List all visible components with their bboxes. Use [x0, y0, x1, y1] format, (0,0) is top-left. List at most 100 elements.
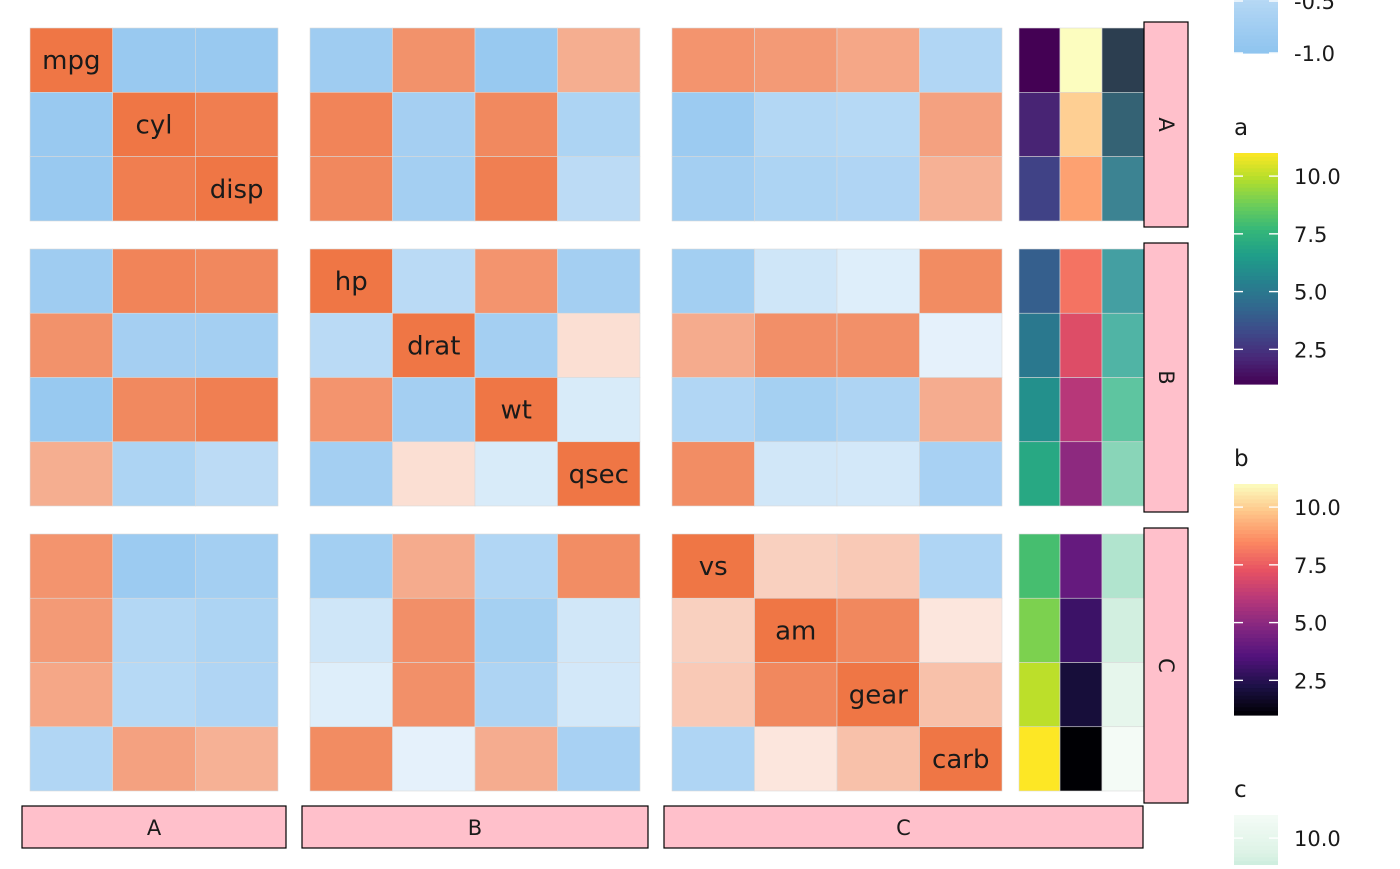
heatmap-cell	[754, 662, 838, 728]
heatmap-cell	[29, 726, 113, 792]
legend-correlation-colorbar	[1234, 39, 1278, 44]
legend-a-colorbar	[1234, 295, 1278, 300]
legend-a-colorbar	[1234, 183, 1278, 189]
legend-a-title: a	[1234, 115, 1248, 141]
column-strip	[301, 805, 649, 849]
legend-correlation-colorbar	[1234, 42, 1278, 47]
heatmap-cell	[671, 533, 755, 599]
heatmap-cell	[29, 92, 113, 157]
legend-b-colorbar	[1234, 545, 1278, 551]
legend-b-colorbar	[1234, 649, 1278, 654]
legend-a-colorbar	[1234, 153, 1278, 158]
heatmap-cell	[392, 726, 476, 792]
heatmap-cell	[392, 597, 476, 663]
legend-correlation-colorbar	[1234, 35, 1278, 40]
heatmap-cell	[919, 662, 1003, 728]
heatmap-cell	[836, 597, 920, 663]
heatmap-cell	[836, 156, 920, 222]
annotation-cell-c	[1101, 726, 1145, 792]
column-strip-label: B	[468, 816, 482, 840]
heatmap-cell	[557, 92, 641, 157]
heatmap-cell	[29, 248, 113, 314]
legend-correlation-colorbar	[1234, 21, 1278, 26]
legend-b-colorbar	[1234, 703, 1278, 708]
legend-a-colorbar	[1234, 206, 1278, 212]
legend-b-colorbar	[1234, 568, 1278, 574]
heatmap-cell	[557, 662, 641, 728]
heatmap-cell	[309, 597, 393, 663]
legend-b-tick-label: 10.0	[1294, 496, 1341, 520]
heatmap-cell	[754, 441, 838, 507]
heatmap-cell	[195, 726, 279, 792]
heatmap-cell	[112, 92, 196, 157]
heatmap-cell	[29, 27, 113, 93]
legend-correlation-colorbar	[1234, 32, 1278, 37]
heatmap-cell	[671, 377, 755, 443]
diagonal-label: qsec	[569, 460, 629, 490]
legend-correlation-colorbar	[1234, 25, 1278, 30]
legend-c-colorbar	[1234, 830, 1278, 835]
heatmap-cell	[836, 92, 920, 157]
diagonal-label: wt	[501, 396, 532, 426]
legend-a-colorbar	[1234, 283, 1278, 289]
annotation-cell-a	[1018, 533, 1061, 599]
legend-c-colorbar	[1234, 834, 1278, 839]
legend-correlation-colorbar	[1234, 4, 1278, 9]
annotation-cell-c	[1101, 27, 1145, 93]
legend-b-colorbar	[1234, 691, 1278, 697]
heatmap-cell	[474, 156, 558, 222]
heatmap-cell	[754, 156, 838, 222]
heatmap-cell	[29, 312, 113, 378]
legend-b-colorbar	[1234, 572, 1278, 577]
heatmap-cell	[557, 248, 641, 314]
column-strip	[21, 805, 287, 849]
heatmap-cell	[112, 27, 196, 93]
legend-c-colorbar	[1234, 838, 1278, 843]
legend-b-colorbar	[1234, 626, 1278, 631]
legend-a-colorbar	[1234, 179, 1278, 185]
legend-b-tick-label: 5.0	[1294, 612, 1327, 636]
legend-b-colorbar	[1234, 514, 1278, 520]
legend-a-colorbar	[1234, 245, 1278, 250]
heatmap-cell	[671, 248, 755, 314]
heatmap-cell	[836, 726, 920, 792]
legend-correlation-colorbar	[1234, 11, 1278, 16]
diagonal-label: disp	[210, 175, 264, 205]
heatmap-cell	[919, 597, 1003, 663]
annotation-cell-a	[1018, 597, 1061, 663]
heatmap-cell	[557, 27, 641, 93]
legend-b-colorbar	[1234, 507, 1278, 512]
legend-b-tick-label: 7.5	[1294, 554, 1327, 578]
legend-a-colorbar	[1234, 260, 1278, 266]
heatmap-cell	[474, 533, 558, 599]
legend-b-colorbar	[1234, 503, 1278, 508]
legend-b-colorbar	[1234, 688, 1278, 693]
legend-a-tick-label: 2.5	[1294, 338, 1327, 362]
heatmap-cell	[754, 533, 838, 599]
heatmap-cell	[195, 597, 279, 663]
heatmap-cell	[392, 156, 476, 222]
legend-c-tick-label: 10.0	[1294, 827, 1341, 851]
heatmap-cell	[474, 248, 558, 314]
legend-a-colorbar	[1234, 314, 1278, 320]
legend-b-tick-label: 2.5	[1294, 669, 1327, 693]
legend-a-colorbar	[1234, 187, 1278, 193]
heatmap-cell	[754, 92, 838, 157]
column-strip-label: A	[147, 816, 162, 840]
heatmap-cell	[195, 533, 279, 599]
annotation-cell-a	[1018, 377, 1061, 443]
legend-a-colorbar	[1234, 280, 1278, 285]
legend-a-colorbar	[1234, 176, 1278, 181]
heatmap-cell	[557, 312, 641, 378]
annotation-cell-b	[1059, 248, 1103, 314]
legend-b-colorbar	[1234, 657, 1278, 662]
heatmap-cell	[309, 533, 393, 599]
column-strip-label: C	[896, 816, 911, 840]
legend-b-colorbar	[1234, 664, 1278, 670]
heatmap-cell	[474, 597, 558, 663]
legend-a-colorbar	[1234, 268, 1278, 273]
legend-a-colorbar	[1234, 303, 1278, 308]
legend-a-colorbar	[1234, 360, 1278, 366]
legend-b-colorbar	[1234, 695, 1278, 701]
